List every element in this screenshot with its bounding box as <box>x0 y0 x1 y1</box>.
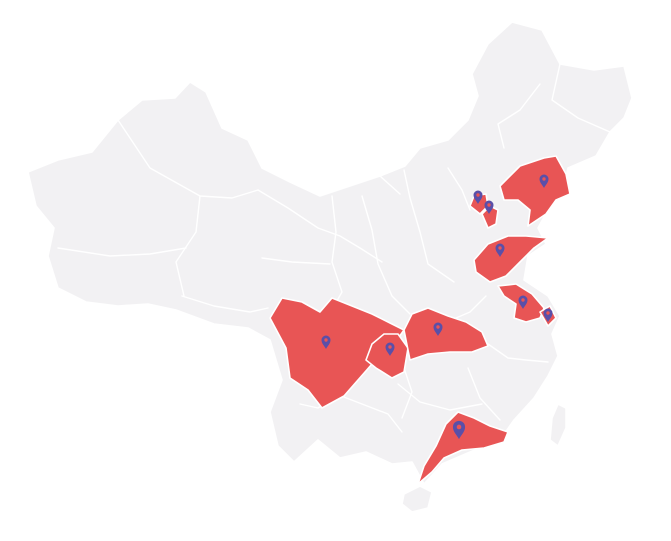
mainland-china[interactable] <box>27 21 633 485</box>
base-map <box>27 21 633 513</box>
region-chongqing[interactable] <box>365 333 409 379</box>
map-pin-icon[interactable] <box>385 342 395 357</box>
taiwan[interactable] <box>549 403 567 447</box>
location-markers <box>321 174 553 440</box>
region-beijing[interactable] <box>469 193 489 215</box>
map-pin-icon[interactable] <box>452 420 466 440</box>
map-pin-icon[interactable] <box>433 322 443 337</box>
map-pin-icon[interactable] <box>539 174 549 189</box>
map-pin-icon[interactable] <box>484 200 494 215</box>
map-pin-icon[interactable] <box>543 308 553 323</box>
hainan[interactable] <box>401 485 433 513</box>
map-pin-icon[interactable] <box>495 243 505 258</box>
region-shandong[interactable] <box>473 235 549 283</box>
map-pin-icon[interactable] <box>518 295 528 310</box>
region-guangdong[interactable] <box>417 411 509 485</box>
region-hubei[interactable] <box>403 307 489 361</box>
map-pin-icon[interactable] <box>321 335 331 350</box>
map-pin-icon[interactable] <box>473 190 483 205</box>
region-liaoning[interactable] <box>499 155 571 227</box>
